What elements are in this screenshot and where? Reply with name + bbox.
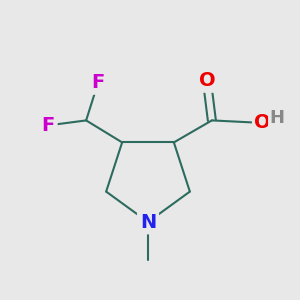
Text: O: O bbox=[199, 71, 215, 90]
Text: F: F bbox=[41, 116, 55, 135]
Text: F: F bbox=[92, 73, 105, 92]
Text: O: O bbox=[254, 113, 271, 132]
Text: N: N bbox=[140, 212, 156, 232]
Text: H: H bbox=[270, 110, 285, 128]
